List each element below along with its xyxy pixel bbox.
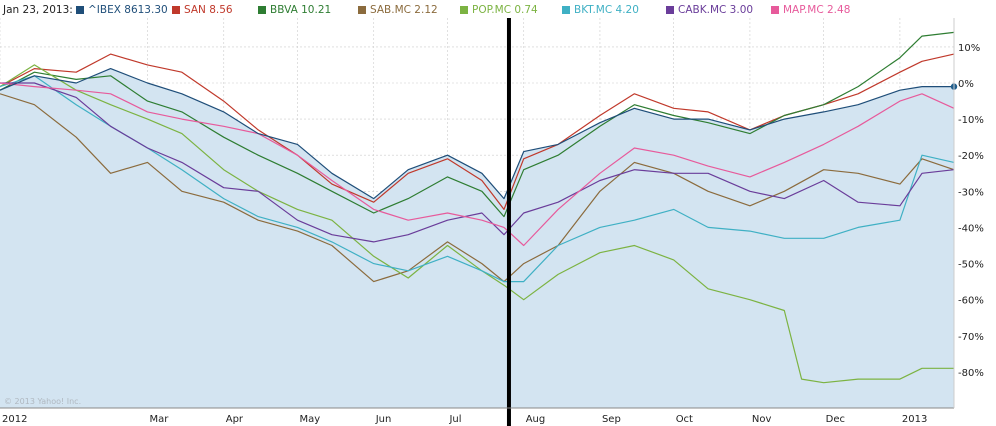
series-line-bkt-mc	[0, 75, 955, 283]
legend-label: SAN 8.56	[184, 4, 233, 16]
x-tick-label: Oct	[676, 414, 693, 425]
x-tick-label: Jul	[448, 414, 461, 425]
legend-item-ibex: ^IBEX 8613.30	[76, 0, 168, 20]
legend-label: MAP.MC 2.48	[783, 4, 851, 16]
legend-swatch	[258, 6, 266, 14]
legend-item-bbva: BBVA 10.21	[258, 0, 331, 20]
legend-item-sab-mc: SAB.MC 2.12	[358, 0, 438, 20]
x-tick-label: May	[300, 414, 321, 425]
legend-swatch	[76, 6, 84, 14]
y-tick-label: 10%	[958, 43, 980, 54]
x-tick-label: 2012	[2, 414, 27, 425]
legend-label: POP.MC 0.74	[472, 4, 538, 16]
ibex-area-fill	[0, 68, 954, 408]
y-tick-label: -10%	[958, 115, 984, 126]
series-layer	[0, 18, 958, 426]
series-line-bbva	[0, 31, 955, 218]
y-tick-label: -20%	[958, 151, 984, 162]
y-tick-label: 0%	[958, 79, 974, 90]
legend-item-pop-mc: POP.MC 0.74	[460, 0, 538, 20]
chart-legend: Jan 23, 2013: ^IBEX 8613.30 SAN 8.56 BBVA …	[0, 0, 996, 20]
x-tick-label: Apr	[226, 414, 244, 425]
legend-swatch	[358, 6, 366, 14]
x-tick-label: Dec	[826, 414, 845, 425]
legend-swatch	[771, 6, 779, 14]
series-line-map-mc	[0, 82, 955, 247]
legend-item-bkt-mc: BKT.MC 4.20	[562, 0, 639, 20]
series-line-ibex	[0, 68, 954, 200]
y-tick-label: -60%	[958, 296, 984, 307]
legend-item-map-mc: MAP.MC 2.48	[771, 0, 850, 20]
legend-label: ^IBEX 8613.30	[88, 4, 168, 16]
area-layer	[0, 68, 954, 408]
copyright-credit: © 2013 Yahoo! Inc.	[4, 397, 81, 406]
x-tick-label: Sep	[602, 414, 621, 425]
legend-label: BKT.MC 4.20	[574, 4, 639, 16]
series-line-pop-mc	[0, 64, 954, 384]
x-tick-label: Nov	[752, 414, 772, 425]
x-tick-label: Mar	[150, 414, 170, 425]
legend-swatch	[666, 6, 674, 14]
axis-layer: 10% 0% -10% -20% -30% -40% -50% -60% -70% -80% 201…	[0, 18, 984, 425]
legend-item-cabk-mc: CABK.MC 3.00	[666, 0, 753, 20]
y-tick-label: -80%	[958, 368, 984, 379]
y-tick-label: -40%	[958, 223, 984, 234]
legend-label: BBVA 10.21	[270, 4, 332, 16]
x-tick-label: 2013	[902, 414, 927, 425]
y-tick-label: -70%	[958, 332, 984, 343]
legend-swatch	[460, 6, 468, 14]
legend-label: SAB.MC 2.12	[370, 4, 438, 16]
legend-date: Jan 23, 2013:	[3, 4, 73, 16]
y-tick-label: -50%	[958, 260, 984, 271]
y-tick-label: -30%	[958, 187, 984, 198]
legend-swatch	[562, 6, 570, 14]
x-tick-label: Aug	[526, 414, 546, 425]
x-tick-label: Jun	[375, 414, 392, 425]
series-line-sab-mc	[0, 93, 955, 283]
legend-label: CABK.MC 3.00	[678, 4, 754, 16]
legend-swatch	[172, 6, 180, 14]
legend-item-san: SAN 8.56	[172, 0, 233, 20]
